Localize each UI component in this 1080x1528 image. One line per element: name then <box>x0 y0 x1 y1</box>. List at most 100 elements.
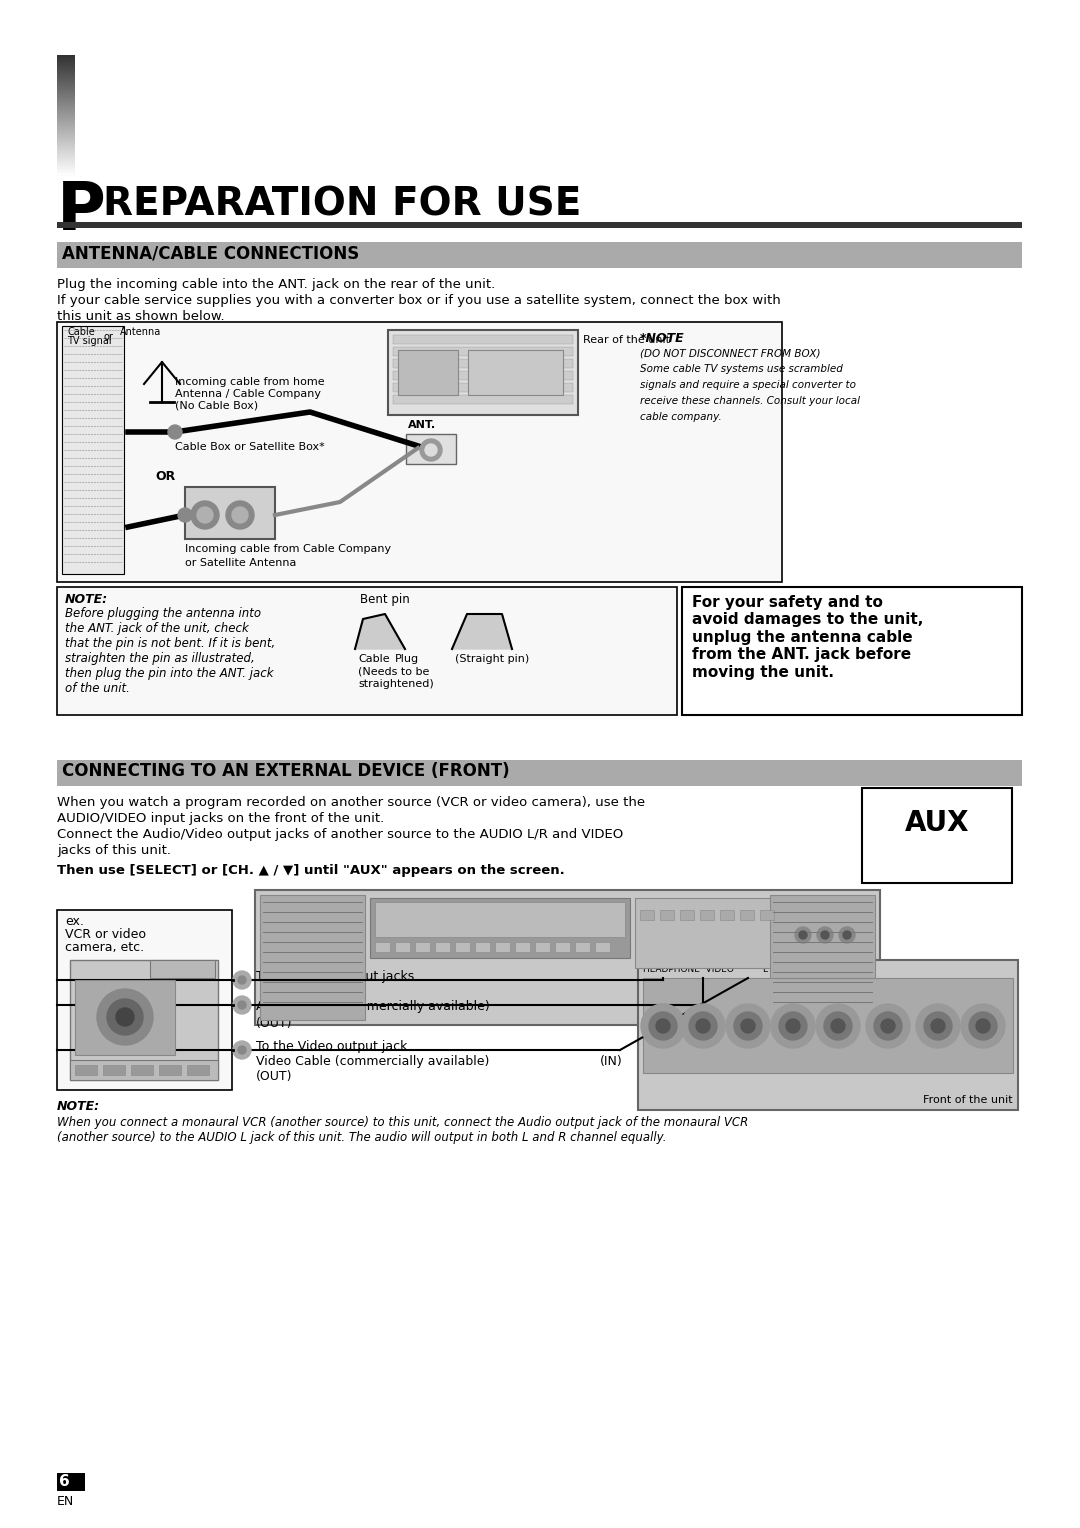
Bar <box>57 163 75 167</box>
Bar <box>57 101 75 104</box>
Bar <box>57 587 677 715</box>
Bar <box>57 150 75 151</box>
Bar <box>57 79 75 83</box>
Bar <box>57 157 75 160</box>
Circle shape <box>656 1019 670 1033</box>
Bar <box>57 151 75 154</box>
Bar <box>57 63 75 66</box>
Bar <box>393 359 573 368</box>
Bar <box>388 330 578 416</box>
Text: (IN): (IN) <box>600 1054 623 1068</box>
Bar <box>57 67 75 70</box>
Text: (DO NOT DISCONNECT FROM BOX): (DO NOT DISCONNECT FROM BOX) <box>640 348 821 358</box>
Bar <box>595 941 610 952</box>
Text: OR: OR <box>156 471 175 483</box>
Bar <box>455 941 470 952</box>
Bar <box>57 118 75 121</box>
Bar <box>760 911 774 920</box>
Text: receive these channels. Consult your local: receive these channels. Consult your loc… <box>640 396 860 406</box>
Bar <box>681 587 1022 715</box>
Bar <box>57 131 75 134</box>
Bar <box>70 960 218 1080</box>
Text: Cable: Cable <box>357 654 390 665</box>
Text: VCR or video: VCR or video <box>65 927 146 941</box>
Text: (Needs to be: (Needs to be <box>357 668 430 677</box>
Bar <box>57 55 75 58</box>
Text: (OUT): (OUT) <box>256 1070 293 1083</box>
Bar <box>57 119 75 122</box>
Circle shape <box>816 927 833 943</box>
Bar <box>57 1473 85 1491</box>
Text: 6: 6 <box>59 1475 70 1488</box>
Circle shape <box>771 1004 815 1048</box>
Text: Incoming cable from Cable Company: Incoming cable from Cable Company <box>185 544 391 555</box>
Text: If your cable service supplies you with a converter box or if you use a satellit: If your cable service supplies you with … <box>57 293 781 307</box>
Bar <box>375 941 390 952</box>
Bar <box>57 153 75 156</box>
Circle shape <box>824 1012 852 1041</box>
Circle shape <box>741 1019 755 1033</box>
Text: Rear of the unit: Rear of the unit <box>583 335 670 345</box>
Bar <box>395 941 410 952</box>
Text: (IN): (IN) <box>683 938 710 950</box>
Circle shape <box>843 931 851 940</box>
Bar <box>57 139 75 142</box>
Bar <box>57 66 75 69</box>
Text: Audio Cable (commercially available): Audio Cable (commercially available) <box>256 999 489 1013</box>
Circle shape <box>168 425 183 439</box>
Bar <box>57 75 75 78</box>
Text: Some cable TV systems use scrambled: Some cable TV systems use scrambled <box>640 364 842 374</box>
Bar <box>57 165 75 168</box>
Text: or: or <box>103 332 113 342</box>
Circle shape <box>734 1012 762 1041</box>
Bar <box>57 102 75 105</box>
Circle shape <box>874 1012 902 1041</box>
Bar <box>399 350 458 396</box>
Text: P: P <box>57 177 106 244</box>
Text: CONNECTING TO AN EXTERNAL DEVICE (FRONT): CONNECTING TO AN EXTERNAL DEVICE (FRONT) <box>62 762 510 779</box>
Circle shape <box>191 501 219 529</box>
Bar <box>57 115 75 118</box>
Circle shape <box>961 1004 1005 1048</box>
Text: Front of the unit: Front of the unit <box>923 1096 1013 1105</box>
Bar <box>57 147 75 150</box>
Circle shape <box>197 507 213 523</box>
Bar <box>57 69 75 72</box>
Text: ANT.: ANT. <box>408 420 436 429</box>
Bar <box>475 941 490 952</box>
Bar <box>57 170 75 173</box>
Bar <box>370 898 630 958</box>
Text: Bent pin: Bent pin <box>360 593 409 607</box>
Bar <box>57 167 75 170</box>
Bar <box>720 911 734 920</box>
Bar <box>57 73 75 76</box>
Bar <box>57 70 75 73</box>
Bar <box>57 57 75 60</box>
Bar <box>700 911 714 920</box>
Circle shape <box>238 976 246 984</box>
Text: When you watch a program recorded on another source (VCR or video camera), use t: When you watch a program recorded on ano… <box>57 796 645 808</box>
Bar <box>57 105 75 108</box>
Text: AUX: AUX <box>905 808 969 837</box>
Bar <box>57 76 75 79</box>
Bar <box>57 911 232 1089</box>
Bar <box>468 350 563 396</box>
Text: Antenna / Cable Company: Antenna / Cable Company <box>175 390 321 399</box>
Text: or Satellite Antenna: or Satellite Antenna <box>185 558 296 568</box>
Circle shape <box>866 1004 910 1048</box>
Text: Antenna: Antenna <box>120 327 161 338</box>
Text: (OUT): (OUT) <box>256 1018 293 1030</box>
Bar <box>57 145 75 148</box>
Circle shape <box>795 927 811 943</box>
Bar <box>393 371 573 380</box>
Circle shape <box>226 501 254 529</box>
Circle shape <box>238 1047 246 1054</box>
Circle shape <box>116 1008 134 1025</box>
Bar <box>789 905 870 966</box>
Polygon shape <box>355 614 405 649</box>
Circle shape <box>238 1001 246 1008</box>
Bar <box>57 92 75 95</box>
Circle shape <box>689 1012 717 1041</box>
Bar <box>57 125 75 128</box>
Text: AUDIO/VIDEO input jacks on the front of the unit.: AUDIO/VIDEO input jacks on the front of … <box>57 811 384 825</box>
